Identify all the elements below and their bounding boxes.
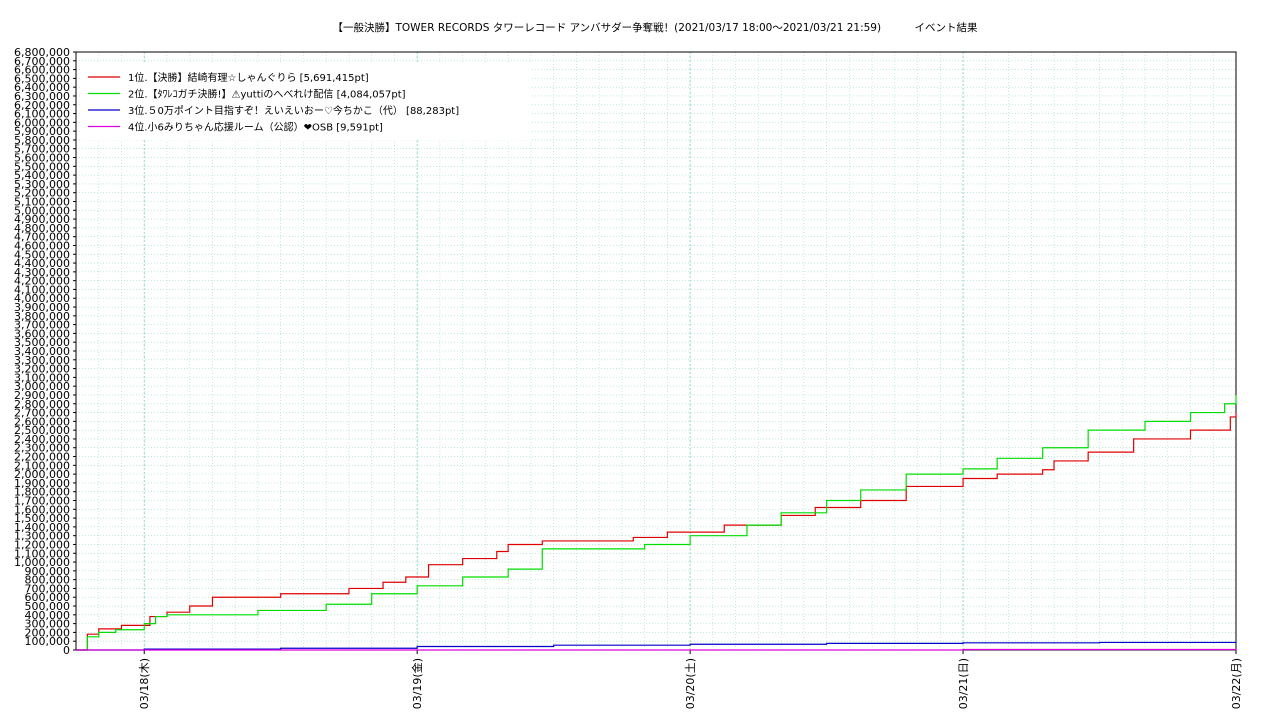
y-tick-label: 3,800,000 (14, 310, 70, 323)
series-lines (76, 394, 1237, 651)
y-tick-label: 5,800,000 (14, 134, 70, 147)
y-tick-label: 3,600,000 (14, 327, 70, 340)
y-tick-label: 5,700,000 (14, 143, 70, 156)
y-tick-label: 5,500,000 (14, 160, 70, 173)
y-tick-label: 6,100,000 (14, 108, 70, 121)
y-tick-label: 4,600,000 (14, 239, 70, 252)
y-tick-label: 1,200,000 (14, 538, 70, 551)
y-tick-label: 1,900,000 (14, 477, 70, 490)
y-tick-label: 5,900,000 (14, 125, 70, 138)
y-tick-label: 600,000 (25, 591, 71, 604)
y-tick-label: 5,200,000 (14, 187, 70, 200)
y-tick-label: 1,600,000 (14, 503, 70, 516)
y-tick-label: 6,800,000 (14, 46, 70, 59)
y-tick-label: 5,400,000 (14, 169, 70, 182)
x-tick-label: 03/22(月) (1230, 658, 1243, 709)
y-tick-label: 3,900,000 (14, 301, 70, 314)
grid (76, 51, 1237, 651)
series-line-3 (76, 641, 1237, 651)
y-tick-label: 1,500,000 (14, 512, 70, 525)
legend: 1位.【決勝】結崎有理☆しゃんぐりら [5,691,415pt] 2位.【ﾀﾜﾚｺ… (80, 62, 532, 140)
y-tick-label: 0 (63, 644, 70, 657)
y-tick-label: 1,800,000 (14, 486, 70, 499)
y-tick-label: 6,300,000 (14, 90, 70, 103)
series-line-2 (76, 394, 1237, 651)
y-tick-label: 4,500,000 (14, 248, 70, 261)
legend-label-2: 2位.【ﾀﾜﾚｺガチ決勝!】⚠yuttiのへべれけ配信 [4,084,057pt… (128, 88, 406, 101)
x-tick-label: 03/21(日) (957, 658, 970, 709)
y-tick-label: 2,500,000 (14, 424, 70, 437)
y-tick-label: 4,900,000 (14, 213, 70, 226)
y-tick-label: 1,100,000 (14, 547, 70, 560)
y-tick-label: 6,600,000 (14, 64, 70, 77)
y-tick-label: 2,300,000 (14, 442, 70, 455)
y-tick-label: 6,200,000 (14, 99, 70, 112)
y-tick-label: 3,000,000 (14, 380, 70, 393)
y-tick-label: 6,400,000 (14, 81, 70, 94)
y-tick-label: 1,400,000 (14, 521, 70, 534)
series-line-4 (76, 648, 1237, 651)
y-tick-label: 5,600,000 (14, 152, 70, 165)
y-tick-label: 1,700,000 (14, 495, 70, 508)
y-tick-label: 100,000 (25, 635, 71, 648)
y-tick-label: 4,000,000 (14, 292, 70, 305)
chart-title: 【一般決勝】TOWER RECORDS タワーレコード アンバサダー争奪戦！(2… (332, 22, 978, 34)
x-tick-label: 03/19(金) (410, 658, 424, 709)
y-tick-label: 900,000 (25, 565, 71, 578)
y-tick-label: 4,700,000 (14, 231, 70, 244)
y-tick-label: 6,700,000 (14, 55, 70, 68)
y-tick-label: 4,200,000 (14, 275, 70, 288)
y-tick-label: 800,000 (25, 574, 71, 587)
y-tick-label: 2,700,000 (14, 407, 70, 420)
series-line-1 (76, 412, 1237, 651)
y-tick-label: 700,000 (25, 582, 71, 595)
legend-label-3: 3位.５0万ポイント目指すぞ！えいえいおー♡今ちかこ（代） [88,283pt] (128, 104, 459, 117)
y-tick-label: 3,300,000 (14, 354, 70, 367)
y-tick-label: 5,300,000 (14, 178, 70, 191)
y-tick-label: 3,100,000 (14, 371, 70, 384)
y-tick-label: 2,600,000 (14, 415, 70, 428)
y-axis: 0100,000200,000300,000400,000500,000600,… (14, 46, 76, 657)
legend-box (80, 62, 532, 140)
x-tick-label: 03/18(木) (138, 658, 151, 709)
y-tick-label: 1,000,000 (14, 556, 70, 569)
y-tick-label: 2,800,000 (14, 398, 70, 411)
y-tick-label: 5,100,000 (14, 196, 70, 209)
y-tick-label: 300,000 (25, 618, 71, 631)
y-tick-label: 6,500,000 (14, 72, 70, 85)
y-tick-label: 4,400,000 (14, 257, 70, 270)
y-tick-label: 5,000,000 (14, 204, 70, 217)
y-tick-label: 3,400,000 (14, 345, 70, 358)
y-tick-label: 200,000 (25, 626, 71, 639)
x-tick-label: 03/20(土) (684, 658, 697, 709)
y-tick-label: 3,200,000 (14, 363, 70, 376)
y-tick-label: 3,500,000 (14, 336, 70, 349)
y-tick-label: 4,300,000 (14, 266, 70, 279)
y-tick-label: 2,900,000 (14, 389, 70, 402)
legend-label-1: 1位.【決勝】結崎有理☆しゃんぐりら [5,691,415pt] (128, 71, 369, 84)
y-tick-label: 2,200,000 (14, 451, 70, 464)
y-tick-label: 2,000,000 (14, 468, 70, 481)
y-tick-label: 2,100,000 (14, 459, 70, 472)
y-tick-label: 6,000,000 (14, 116, 70, 129)
y-tick-label: 500,000 (25, 600, 71, 613)
y-tick-label: 1,300,000 (14, 530, 70, 543)
y-tick-label: 4,100,000 (14, 283, 70, 296)
legend-label-4: 4位.小6みりちゃん応援ルーム（公認）❤OSB [9,591pt] (128, 121, 383, 134)
y-tick-label: 4,800,000 (14, 222, 70, 235)
y-tick-label: 3,700,000 (14, 319, 70, 332)
x-axis: 03/18(木) 03/19(金) 03/20(土) 03/21(日) 03/22(月) (138, 650, 1243, 709)
y-tick-label: 2,400,000 (14, 433, 70, 446)
y-tick-label: 400,000 (25, 609, 71, 622)
